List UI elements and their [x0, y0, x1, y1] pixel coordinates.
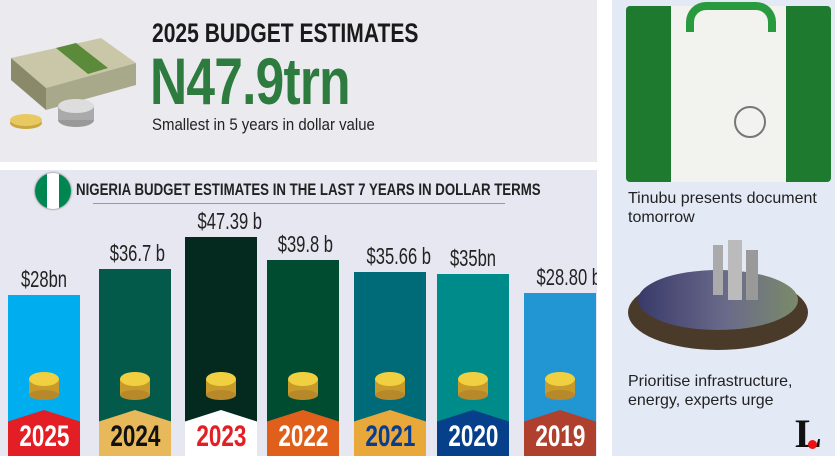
- city-image: [628, 240, 808, 350]
- headline-amount: N47.9trn: [150, 44, 351, 118]
- bar-2019: 2019: [524, 292, 596, 456]
- data-label: $47.39 b: [197, 208, 262, 235]
- headline-title: 2025 BUDGET ESTIMATES: [152, 18, 419, 48]
- year-label: 2023: [195, 420, 247, 453]
- year-label: 2024: [109, 420, 161, 453]
- data-label: $35.66 b: [366, 243, 431, 270]
- coin-stack-icon: [29, 372, 59, 400]
- bar-2021: 2021: [354, 272, 426, 456]
- year-tag: 2025: [8, 410, 80, 456]
- nigeria-flag-icon: [35, 173, 71, 209]
- data-label: $28bn: [20, 266, 68, 293]
- bar-2024: 2024: [99, 269, 171, 456]
- year-label: 2019: [534, 420, 586, 453]
- coin-stack-icon: [458, 372, 488, 400]
- title-divider: [93, 203, 505, 204]
- headline-panel: 2025 BUDGET ESTIMATES N47.9trn Smallest …: [0, 0, 597, 162]
- year-label: 2025: [18, 420, 70, 453]
- coin-stack-icon: [120, 372, 150, 400]
- bar-2023: 2023: [185, 237, 257, 456]
- coin-stack-icon: [206, 372, 236, 400]
- data-label: $28.80 b: [536, 263, 597, 290]
- headline-subtitle: Smallest in 5 years in dollar value: [152, 115, 375, 134]
- money-stack-icon: [10, 38, 136, 129]
- year-tag: 2021: [354, 410, 426, 456]
- story-1-caption[interactable]: Tinubu presents document tomorrow: [628, 190, 817, 226]
- data-label: $35bn: [449, 245, 497, 272]
- bar-2025: 2025: [8, 295, 80, 456]
- coin-stack-icon: [375, 372, 405, 400]
- bar-chart: NIGERIA BUDGET ESTIMATES IN THE LAST 7 Y…: [0, 170, 597, 456]
- data-label: $39.8 b: [277, 231, 334, 257]
- year-tag: 2019: [524, 410, 596, 456]
- sidebar: Tinubu presents document tomorrow Priori…: [612, 0, 835, 456]
- data-label: $36.7 b: [109, 240, 166, 267]
- coin-stack-icon: [545, 372, 575, 400]
- story-2-caption[interactable]: Prioritise infrastructure, energy, exper…: [628, 373, 793, 409]
- year-label: 2020: [447, 420, 499, 453]
- year-tag: 2022: [267, 410, 339, 456]
- budget-bag-image: [626, 2, 831, 182]
- publication-logo: L: [795, 411, 822, 456]
- bar-2022: 2022: [267, 260, 339, 456]
- chart-title: NIGERIA BUDGET ESTIMATES IN THE LAST 7 Y…: [76, 180, 541, 199]
- year-tag: 2023: [185, 410, 257, 456]
- year-tag: 2024: [99, 410, 171, 456]
- year-label: 2021: [364, 420, 416, 453]
- coin-stack-icon: [288, 372, 318, 400]
- year-label: 2022: [277, 420, 329, 453]
- year-tag: 2020: [437, 410, 509, 456]
- bar-2020: 2020: [437, 274, 509, 456]
